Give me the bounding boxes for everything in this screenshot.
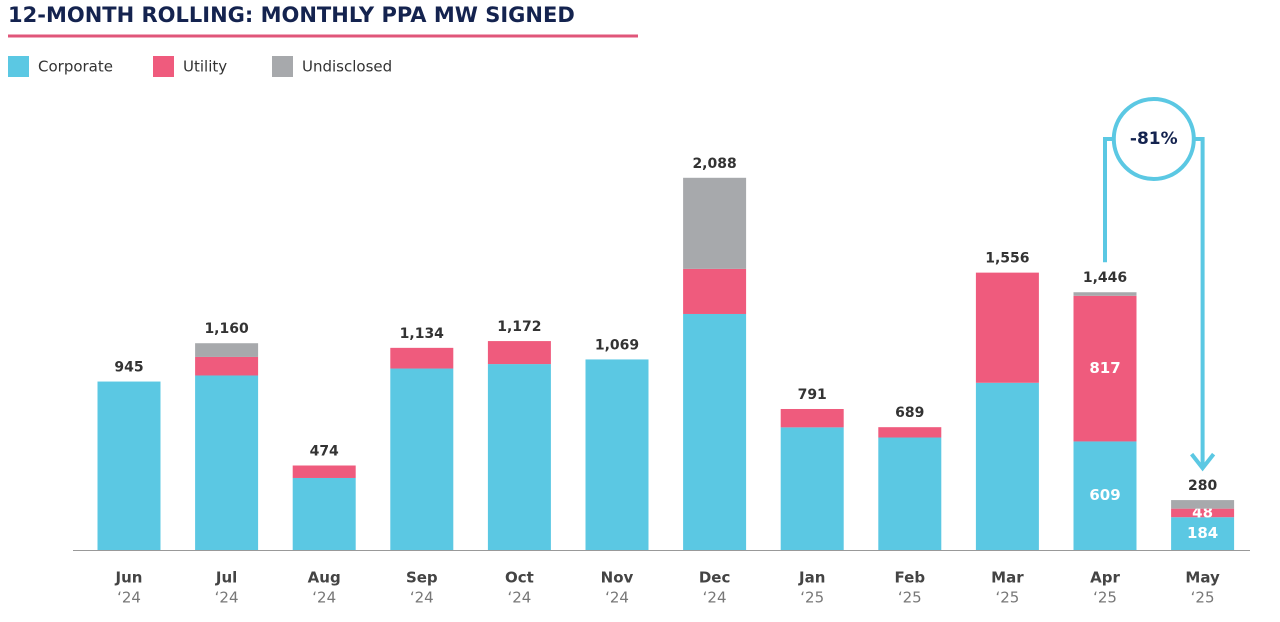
total-label: 689 — [895, 405, 924, 421]
x-tick-label: Nov — [601, 569, 634, 587]
bar-segment — [1171, 517, 1235, 550]
bar-segment — [585, 359, 649, 550]
annotation-arrow — [1103, 137, 1114, 263]
bar-segment — [97, 381, 161, 550]
total-label: 1,172 — [497, 319, 541, 335]
annotation-arrow — [1193, 137, 1205, 467]
x-tick-label: Oct — [505, 569, 534, 587]
bar-segment — [487, 364, 551, 550]
bar-segment — [1073, 441, 1137, 550]
bar-segment — [683, 177, 747, 269]
total-label: 1,556 — [985, 251, 1029, 267]
bar-segment — [390, 368, 454, 550]
bar-segment — [195, 343, 259, 357]
bar-segment — [390, 347, 454, 369]
total-label: 1,160 — [204, 321, 249, 337]
total-label: 945 — [114, 360, 143, 376]
total-label: 280 — [1188, 478, 1217, 494]
x-tick-sublabel: ‘25 — [995, 589, 1019, 607]
x-tick-sublabel: ‘24 — [507, 589, 531, 607]
annotation-circle — [1111, 97, 1196, 181]
bar-segment — [1171, 508, 1235, 518]
bar-segment — [683, 268, 747, 314]
bar-segment — [1073, 292, 1137, 296]
legend-swatch — [8, 56, 29, 77]
segment-label: 817 — [1089, 359, 1120, 377]
bar-segment — [780, 427, 844, 550]
x-tick-sublabel: ‘24 — [117, 589, 141, 607]
bar-segment — [878, 437, 942, 550]
bar-segment — [975, 272, 1039, 383]
annotation-label: -81% — [1130, 129, 1178, 149]
total-label: 2,088 — [692, 156, 736, 172]
x-tick-label: Jul — [215, 569, 237, 587]
bar-segment — [1073, 295, 1137, 442]
x-tick-label: Jun — [115, 569, 143, 587]
x-tick-sublabel: ‘24 — [703, 589, 727, 607]
total-label: 1,446 — [1083, 270, 1127, 286]
x-tick-sublabel: ‘24 — [410, 589, 434, 607]
x-tick-sublabel: ‘25 — [1191, 589, 1215, 607]
segment-label: 184 — [1187, 524, 1218, 542]
bar-segment — [195, 375, 259, 550]
x-tick-label: Sep — [406, 569, 438, 587]
bar-segment — [1171, 500, 1235, 509]
x-tick-sublabel: ‘25 — [800, 589, 824, 607]
bar-segment — [878, 427, 942, 438]
bar-segment — [195, 356, 259, 376]
total-label: 791 — [798, 387, 827, 403]
legend-swatch — [272, 56, 293, 77]
x-tick-label: Apr — [1090, 569, 1120, 587]
bar-segment — [292, 477, 356, 550]
x-tick-sublabel: ‘24 — [605, 589, 629, 607]
x-tick-sublabel: ‘24 — [312, 589, 336, 607]
legend-swatch — [153, 56, 174, 77]
bar-segment — [780, 408, 844, 428]
total-label: 1,134 — [400, 326, 445, 342]
x-tick-label: Aug — [308, 569, 341, 587]
segment-label: 609 — [1089, 486, 1120, 504]
legend-label: Undisclosed — [302, 58, 392, 76]
chart-title: 12-MONTH ROLLING: MONTHLY PPA MW SIGNED — [8, 3, 575, 27]
x-tick-label: May — [1185, 569, 1220, 587]
x-tick-sublabel: ‘24 — [215, 589, 239, 607]
total-label: 474 — [310, 444, 339, 460]
total-label: 1,069 — [595, 337, 639, 353]
x-tick-label: Jan — [798, 569, 825, 587]
legend-label: Corporate — [38, 58, 113, 76]
legend-label: Utility — [183, 58, 227, 76]
bar-segment — [292, 465, 356, 478]
x-tick-label: Mar — [991, 569, 1024, 587]
bar-segment — [975, 382, 1039, 550]
bar-segment — [683, 313, 747, 550]
x-tick-label: Dec — [699, 569, 731, 587]
x-tick-label: Feb — [895, 569, 926, 587]
bar-segment — [487, 341, 551, 365]
arrow-head — [1190, 452, 1216, 472]
x-tick-sublabel: ‘25 — [898, 589, 922, 607]
x-tick-sublabel: ‘25 — [1093, 589, 1117, 607]
